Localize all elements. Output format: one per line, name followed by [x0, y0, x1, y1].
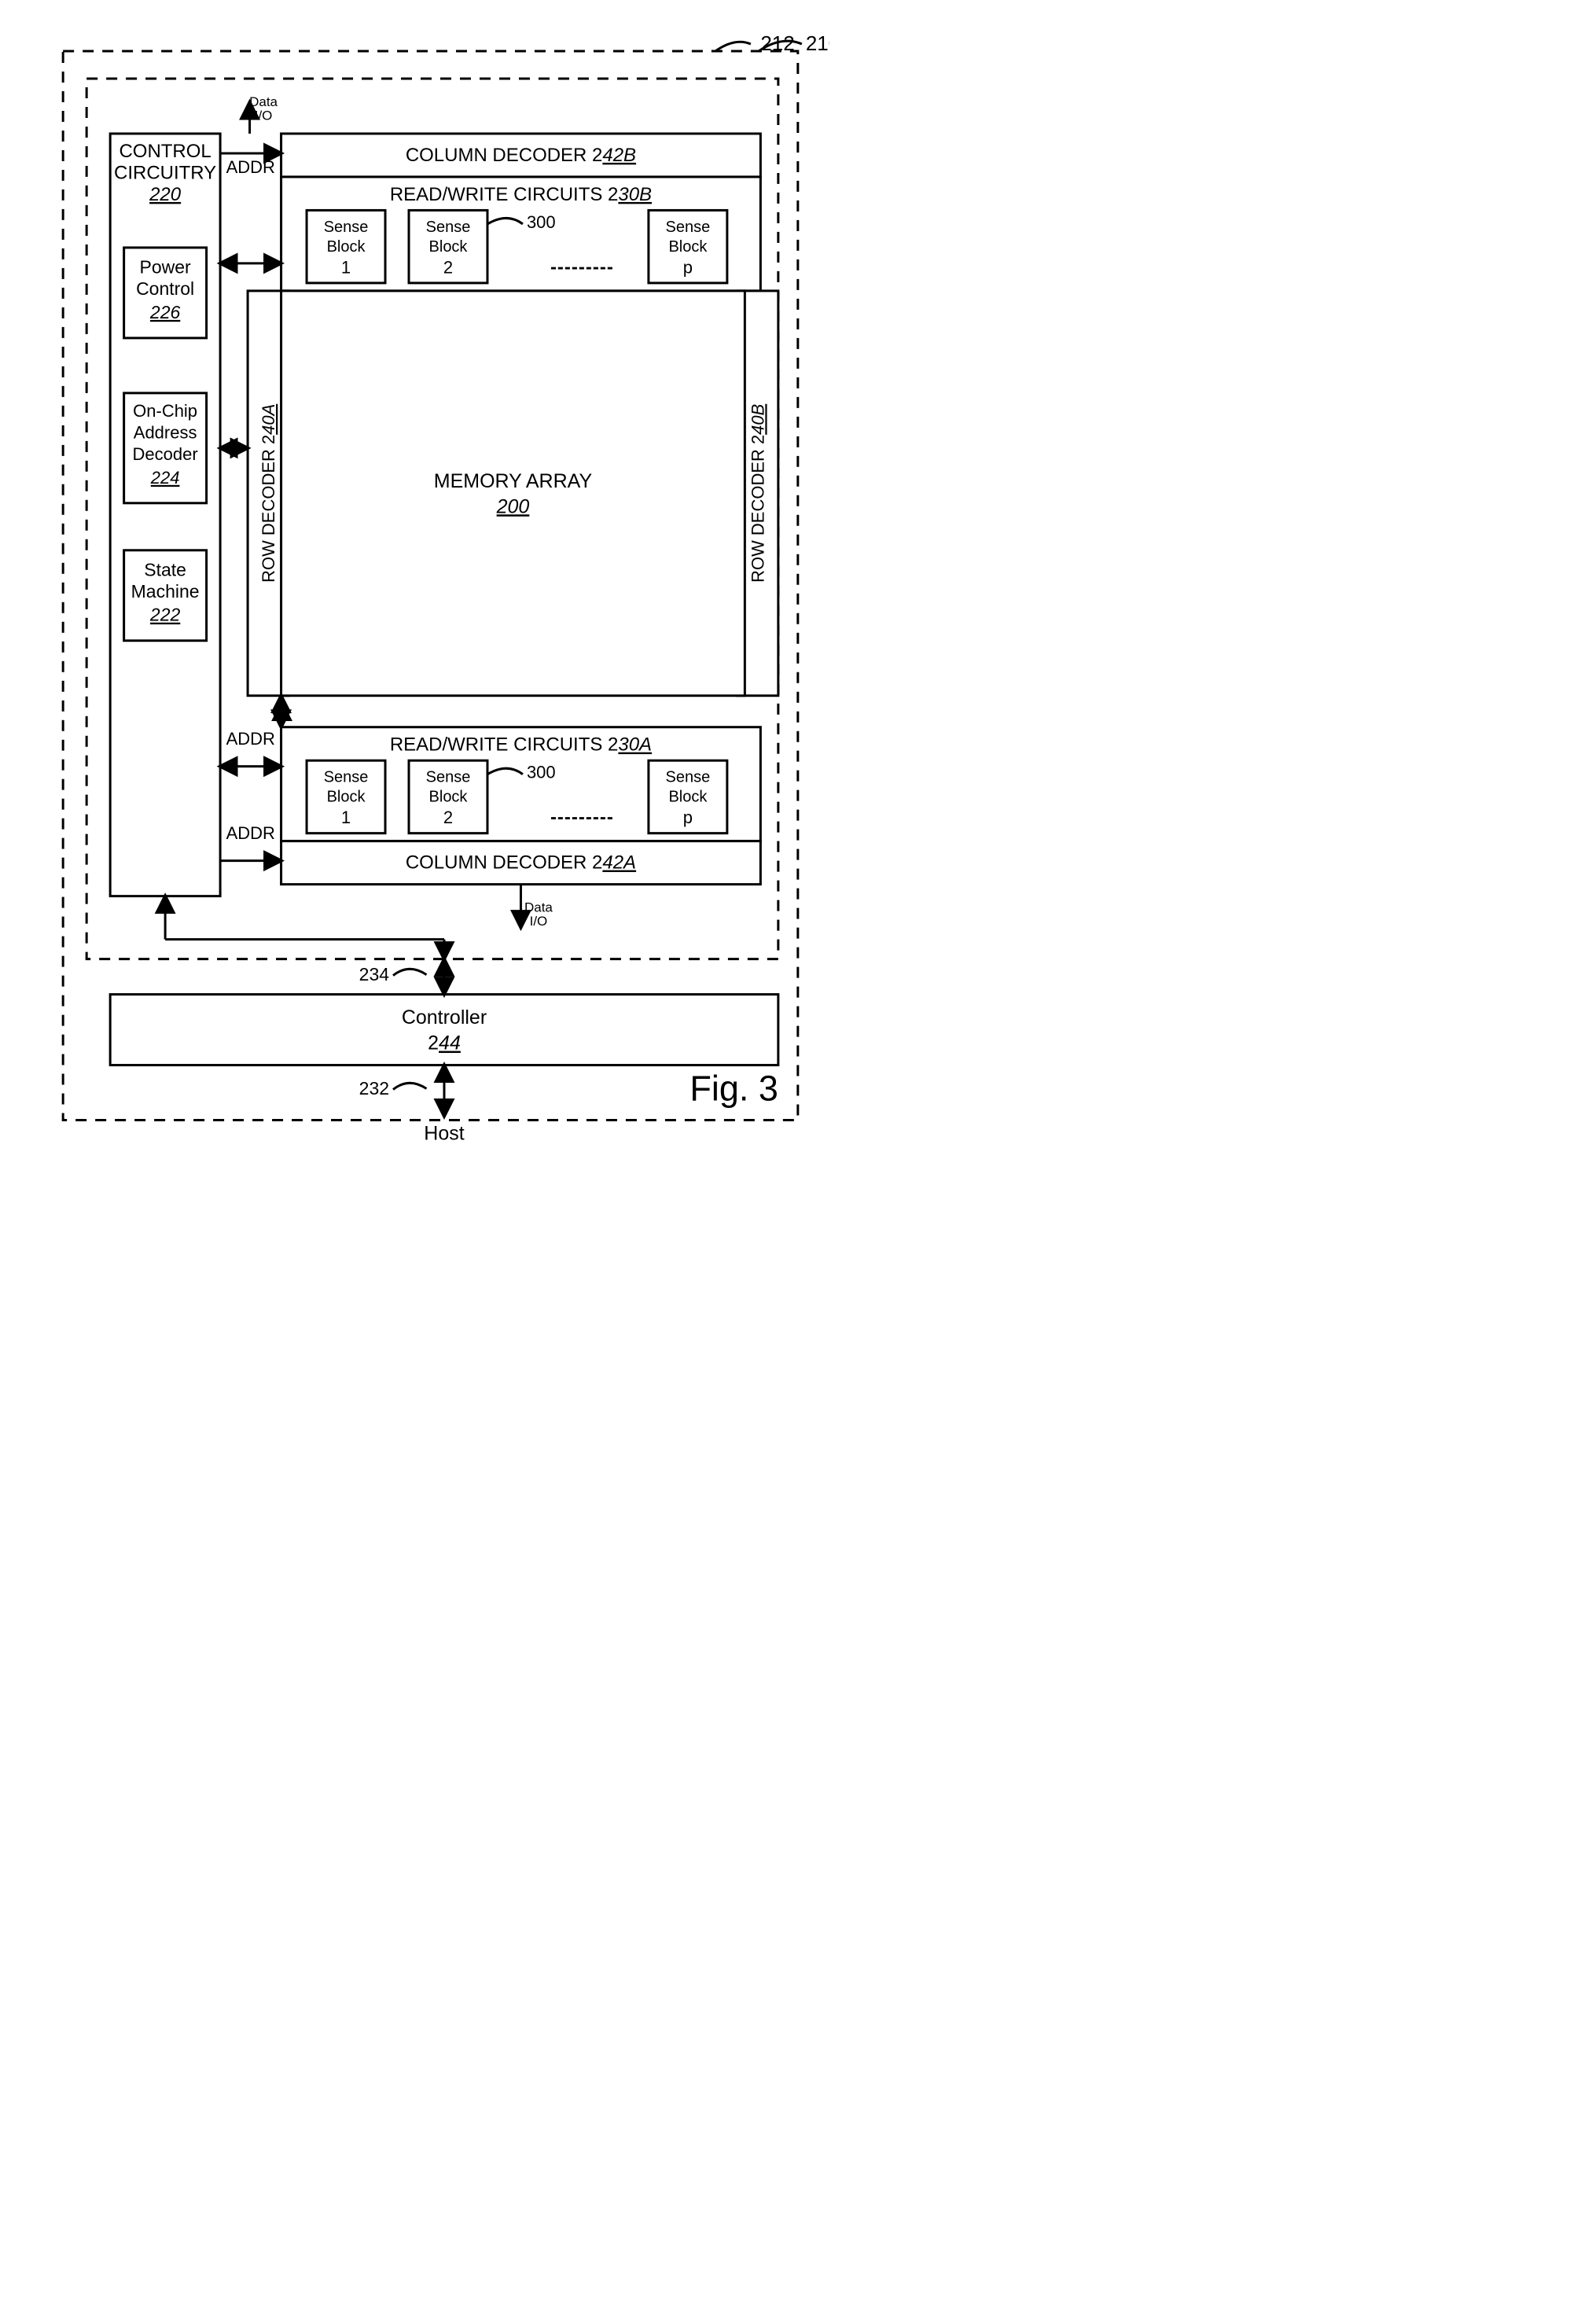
sense-bot-2-n: 2 — [443, 808, 453, 827]
sense-top-2-l1: Sense — [426, 219, 471, 236]
sense-top-p-n: p — [683, 257, 693, 277]
sm-ref: 222 — [149, 605, 181, 625]
sense-bot-2-l1: Sense — [426, 769, 471, 786]
sense-top-ref: 300 — [527, 212, 556, 232]
sense-bot-p-n: p — [683, 808, 693, 827]
sense-bot-1-l2: Block — [327, 789, 366, 806]
host-label: Host — [424, 1123, 464, 1145]
leader-232 — [393, 1083, 426, 1089]
ref-232: 232 — [359, 1078, 389, 1098]
sm-l1: State — [144, 559, 186, 580]
sense-top-2-n: 2 — [443, 257, 453, 277]
addr-bot: ADDR — [226, 823, 275, 843]
sense-top-1-n: 1 — [341, 257, 351, 277]
coldec-top-title: COLUMN DECODER 242B — [406, 145, 636, 166]
dec-l2: Address — [134, 422, 197, 442]
sense-bot-ref: 300 — [527, 763, 556, 782]
sense-bot-1-n: 1 — [341, 808, 351, 827]
leader-212 — [715, 42, 751, 51]
control-title1: CONTROL — [119, 141, 211, 162]
sense-bot-p-l1: Sense — [666, 769, 711, 786]
mem-ref: 200 — [496, 495, 530, 517]
memory-array — [281, 291, 745, 696]
control-ref: 220 — [149, 184, 182, 205]
controller-title: Controller — [402, 1006, 487, 1029]
figure-label: Fig. 3 — [690, 1069, 778, 1109]
rw-top-title: READ/WRITE CIRCUITS 230B — [390, 184, 652, 205]
addr-top: ADDR — [226, 157, 275, 177]
row-right-title: ROW DECODER 240B — [748, 404, 767, 583]
power-l2: Control — [136, 278, 194, 299]
diagram: 2 1 2 210 CONTROL CIRCUITRY 220 Power Cont… — [31, 31, 829, 1181]
rw-bot-title: READ/WRITE CIRCUITS 230A — [390, 734, 652, 756]
data-bot-l1: Data — [524, 900, 553, 915]
sense-top-p-l1: Sense — [666, 219, 711, 236]
power-l1: Power — [140, 256, 191, 277]
sense-top-2-l2: Block — [429, 238, 469, 256]
data-bot-l2: I/O — [530, 914, 548, 929]
dec-ref: 224 — [150, 468, 180, 488]
controller — [110, 995, 778, 1065]
leader-234 — [393, 969, 426, 975]
addr-mid: ADDR — [226, 729, 275, 749]
sense-top-p-l2: Block — [668, 238, 708, 256]
sense-bot-1-l1: Sense — [324, 769, 369, 786]
row-left-title: ROW DECODER 240A — [259, 404, 278, 583]
sense-top-1-l2: Block — [327, 238, 366, 256]
coldec-bot-title: COLUMN DECODER 242A — [406, 852, 636, 874]
sense-bot-2-l2: Block — [429, 789, 469, 806]
dec-l3: Decoder — [133, 444, 198, 464]
sense-bot-p-l2: Block — [668, 789, 708, 806]
ref-234: 234 — [359, 964, 390, 984]
controller-ref: 244 — [428, 1032, 461, 1054]
data-top-l1: Data — [249, 94, 278, 109]
ref-210: 210 — [806, 31, 829, 55]
dots-top: --------- — [550, 256, 614, 278]
sm-l2: Machine — [131, 581, 200, 602]
mem-title: MEMORY ARRAY — [434, 470, 593, 492]
power-ref: 226 — [149, 302, 181, 322]
control-title2: CIRCUITRY — [114, 162, 216, 183]
dots-bot: --------- — [550, 807, 614, 828]
sense-top-1-l1: Sense — [324, 219, 369, 236]
data-top-l2: I/O — [255, 108, 273, 123]
dec-l1: On-Chip — [133, 401, 197, 421]
